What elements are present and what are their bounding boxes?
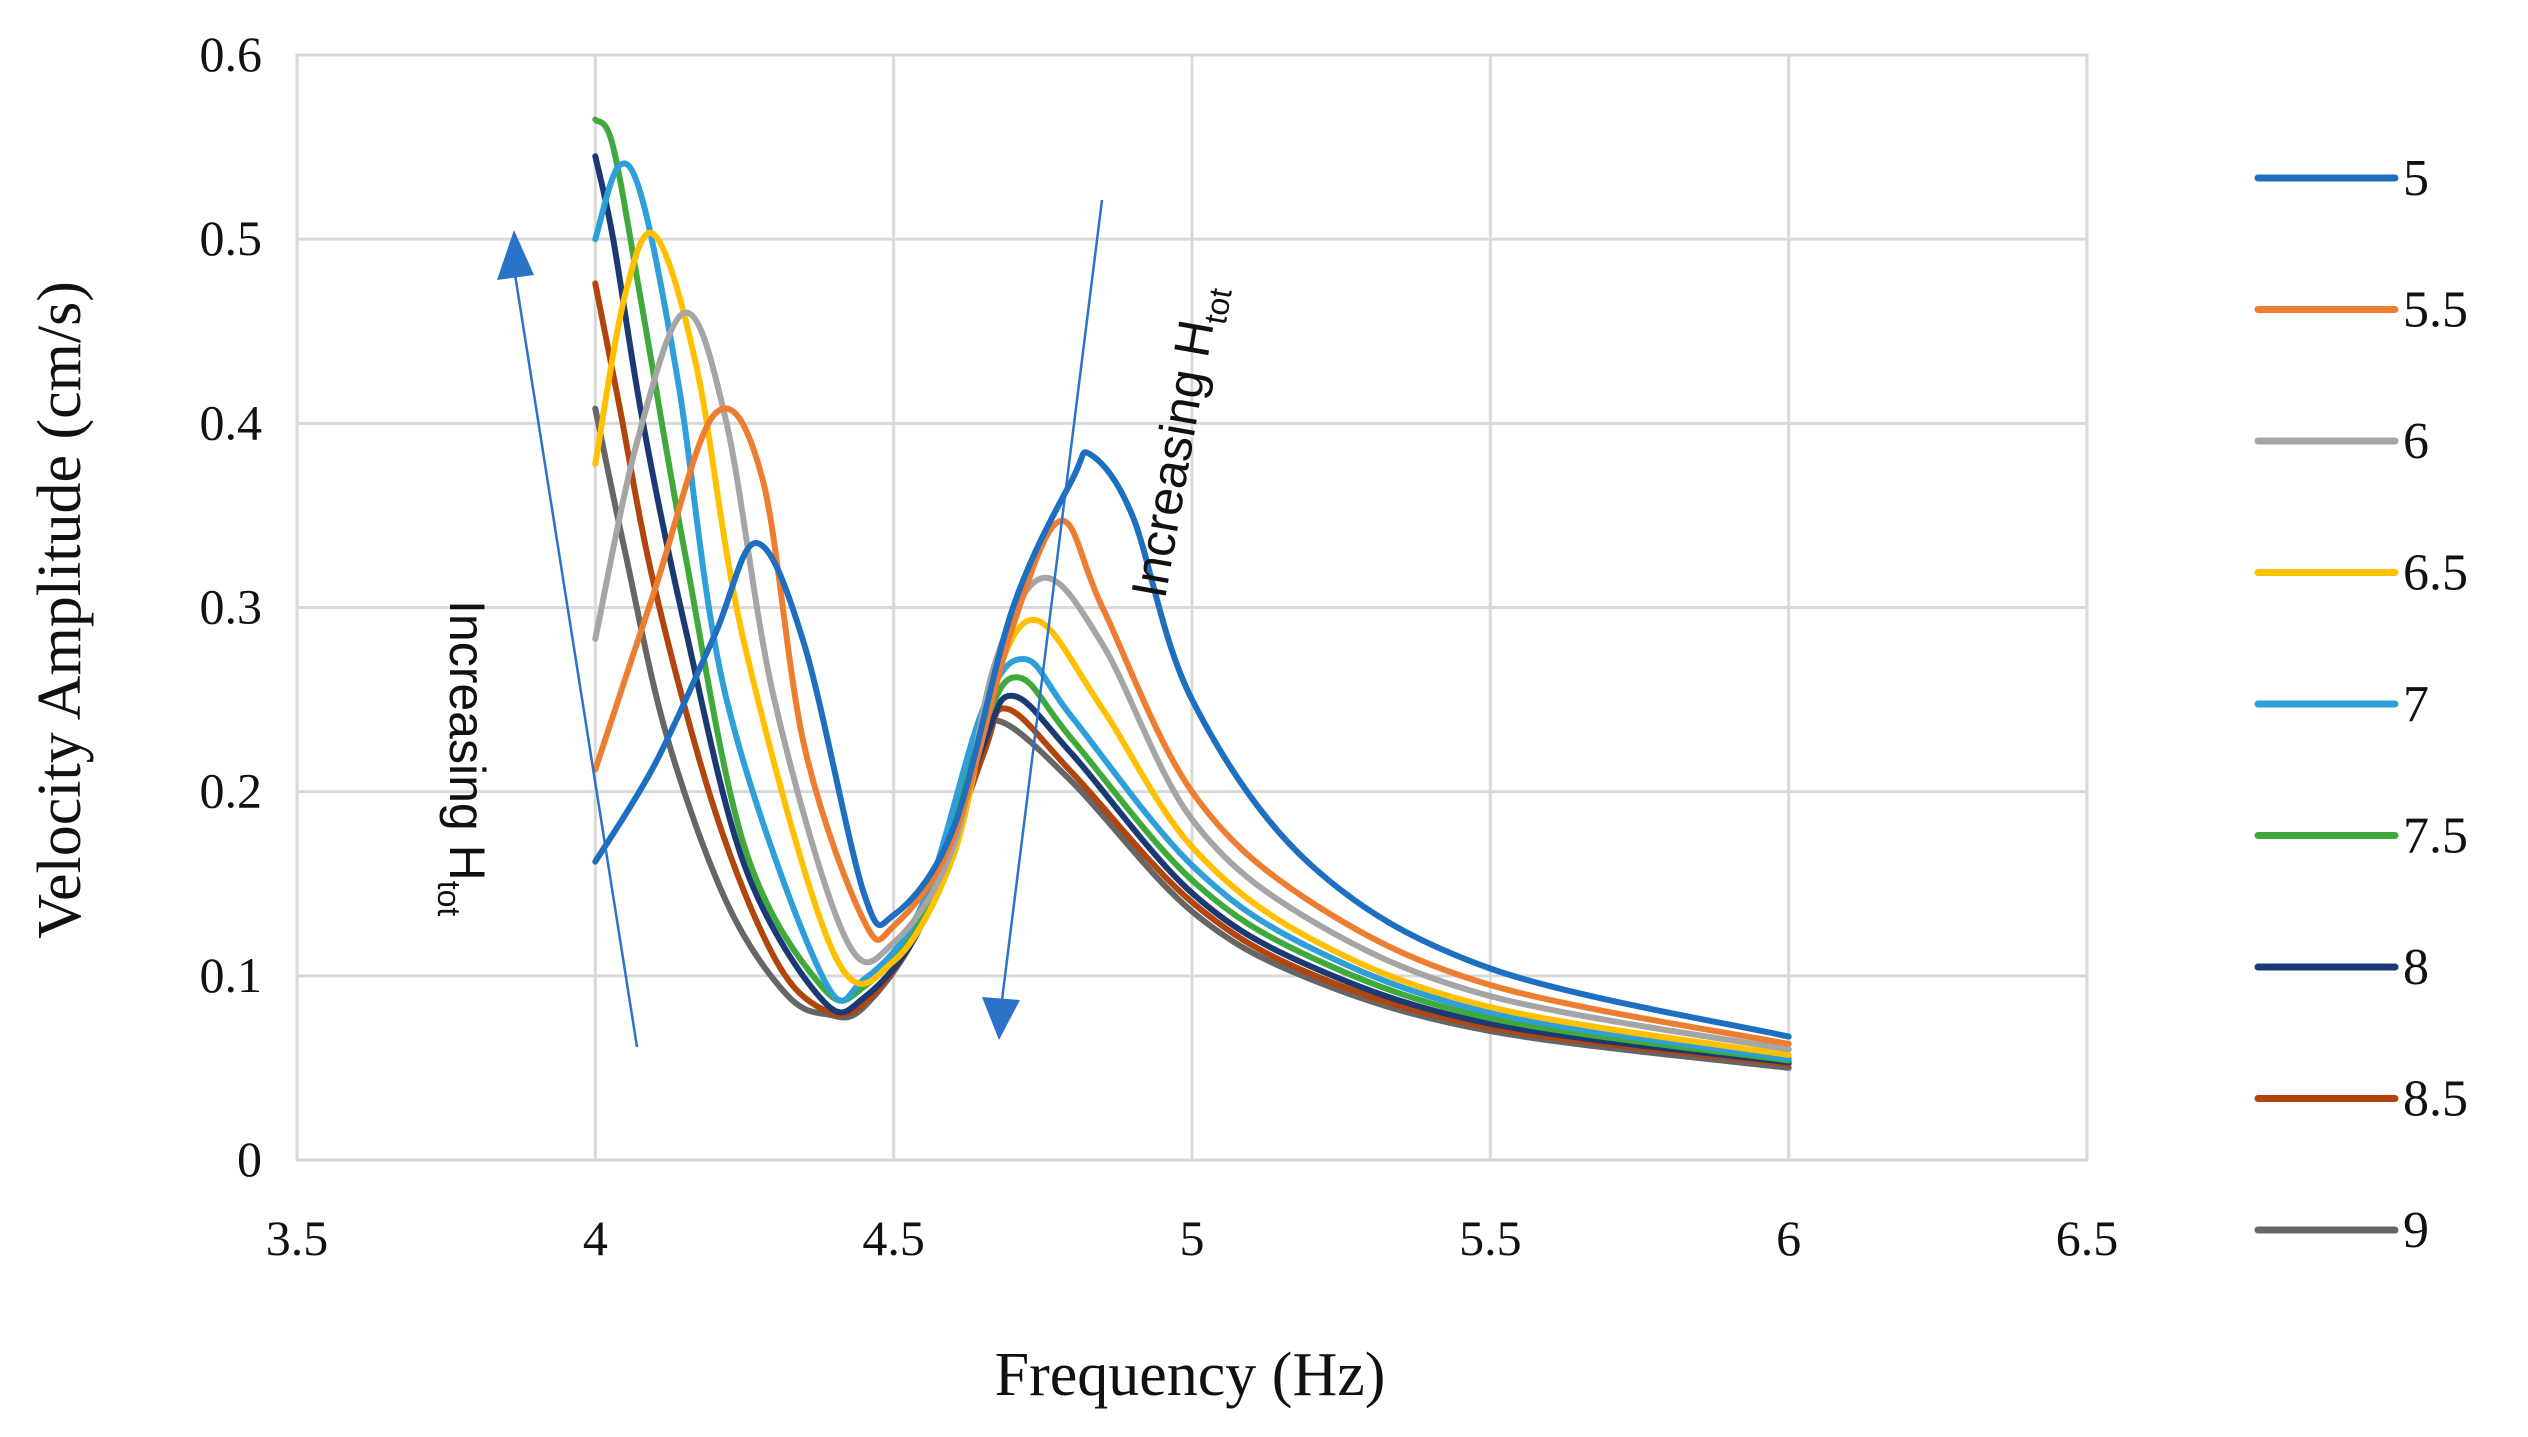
series-line-6.5 bbox=[592, 230, 1792, 1058]
legend-label-7.5: 7.5 bbox=[2403, 808, 2468, 865]
arrowhead-right-icon bbox=[982, 997, 1020, 1040]
annotation-right-text: Increasing H bbox=[1121, 316, 1225, 602]
legend-label-8.5: 8.5 bbox=[2403, 1071, 2468, 1128]
series-lines bbox=[592, 116, 1792, 1071]
legend-label-6: 6 bbox=[2403, 413, 2429, 470]
y-tick-label: 0.6 bbox=[200, 26, 263, 82]
x-tick-label: 6 bbox=[1776, 1210, 1801, 1266]
y-axis-title: Velocity Amplitude (cm/s) bbox=[26, 281, 94, 939]
grid bbox=[295, 53, 2089, 1162]
y-tick-label: 0.3 bbox=[200, 579, 263, 635]
y-tick-label: 0.1 bbox=[200, 947, 263, 1003]
increasing-arrow-left bbox=[512, 267, 639, 1048]
annotation-right: Increasing Htot bbox=[1121, 281, 1239, 604]
legend-label-9: 9 bbox=[2403, 1202, 2429, 1259]
annotation-left-text: Increasing H bbox=[439, 600, 495, 881]
x-tick-label: 5.5 bbox=[1459, 1210, 1522, 1266]
x-tick-label: 4 bbox=[583, 1210, 608, 1266]
y-axis-ticks: 0 0.1 0.2 0.3 0.4 0.5 0.6 bbox=[200, 26, 263, 1187]
y-tick-label: 0.2 bbox=[200, 763, 263, 819]
legend-label-5: 5 bbox=[2403, 150, 2429, 207]
x-tick-label: 3.5 bbox=[266, 1210, 329, 1266]
legend-label-5.5: 5.5 bbox=[2403, 282, 2468, 339]
annotation-left-subscript: tot bbox=[431, 881, 467, 917]
annotation-left: Increasing Htot bbox=[431, 600, 495, 916]
series-line-6 bbox=[592, 309, 1792, 1053]
legend-label-7: 7 bbox=[2403, 676, 2429, 733]
y-tick-label: 0.5 bbox=[200, 210, 263, 266]
x-axis-ticks: 3.5 4 4.5 5 5.5 6 6.5 bbox=[266, 1210, 2119, 1266]
annotation-right-subscript: tot bbox=[1197, 285, 1239, 326]
x-axis-title: Frequency (Hz) bbox=[995, 1341, 1386, 1409]
y-tick-label: 0 bbox=[237, 1131, 262, 1187]
arrowhead-left-icon bbox=[497, 230, 534, 280]
legend-label-6.5: 6.5 bbox=[2403, 545, 2468, 602]
increasing-arrow-right bbox=[1000, 199, 1104, 1001]
x-tick-label: 5 bbox=[1180, 1210, 1205, 1266]
x-tick-label: 4.5 bbox=[862, 1210, 925, 1266]
plot-border bbox=[295, 53, 2089, 1162]
series-line-5 bbox=[592, 449, 1792, 1040]
x-tick-label: 6.5 bbox=[2056, 1210, 2119, 1266]
plot-area bbox=[295, 53, 2089, 1162]
legend: 5 5.5 6 6.5 7 7.5 8 8.5 9 bbox=[2254, 150, 2468, 1259]
y-tick-label: 0.4 bbox=[200, 394, 263, 450]
legend-label-8: 8 bbox=[2403, 939, 2429, 996]
